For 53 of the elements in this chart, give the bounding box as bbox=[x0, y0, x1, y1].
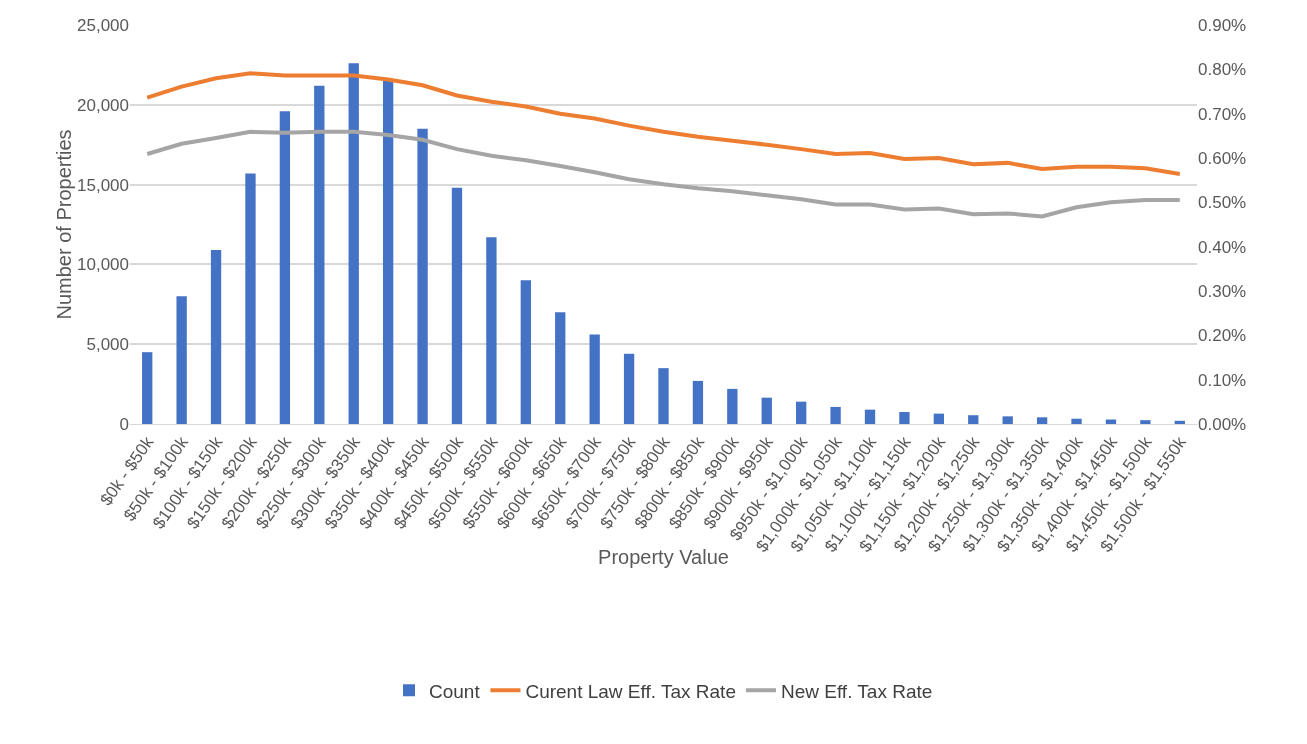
y-tick-label: 5,000 bbox=[86, 335, 129, 355]
bar bbox=[968, 415, 979, 424]
x-axis-title: Property Value bbox=[598, 545, 729, 568]
bar bbox=[382, 80, 394, 424]
bar bbox=[1174, 420, 1185, 424]
bar bbox=[279, 111, 291, 424]
bar bbox=[314, 85, 325, 424]
bar bbox=[692, 380, 704, 424]
y-axis-title: Number of Properties bbox=[53, 129, 75, 320]
bar bbox=[830, 406, 841, 424]
y2-tick-label: 0.80% bbox=[1198, 60, 1247, 80]
legend-label: Curent Law Eff. Tax Rate bbox=[525, 680, 736, 702]
bar bbox=[245, 173, 256, 424]
bar bbox=[1002, 416, 1013, 424]
y2-tick-label: 0.50% bbox=[1198, 193, 1247, 213]
bar bbox=[899, 412, 910, 424]
y2-tick-label: 0.00% bbox=[1198, 414, 1247, 434]
y2-tick-label: 0.20% bbox=[1198, 326, 1247, 346]
bar bbox=[520, 280, 531, 424]
bar bbox=[623, 353, 635, 424]
y2-tick-label: 0.90% bbox=[1198, 15, 1247, 35]
bar bbox=[933, 413, 945, 424]
bar bbox=[796, 401, 807, 424]
bar bbox=[1036, 417, 1048, 424]
bar bbox=[210, 250, 222, 424]
y2-tick-label: 0.10% bbox=[1198, 370, 1247, 390]
y-tick-label: 0 bbox=[119, 414, 129, 434]
y-tick-label: 25,000 bbox=[77, 15, 129, 35]
y2-tick-label: 0.60% bbox=[1198, 148, 1247, 168]
y-tick-label: 10,000 bbox=[77, 255, 129, 275]
bar bbox=[486, 237, 497, 424]
legend-label: Count bbox=[429, 680, 481, 702]
bar bbox=[589, 334, 600, 424]
bar bbox=[1071, 418, 1082, 424]
bar bbox=[176, 296, 187, 424]
bar bbox=[1140, 420, 1151, 424]
y2-tick-label: 0.30% bbox=[1198, 281, 1247, 301]
bar bbox=[451, 187, 463, 424]
bar bbox=[417, 128, 428, 424]
bar bbox=[761, 397, 772, 424]
bar bbox=[727, 388, 738, 424]
line-series bbox=[145, 129, 1182, 219]
bar bbox=[864, 409, 876, 424]
bar bbox=[658, 368, 669, 424]
y-tick-label: 20,000 bbox=[77, 95, 129, 115]
line-series bbox=[145, 71, 1182, 176]
bar bbox=[142, 352, 153, 424]
y-tick-label: 15,000 bbox=[77, 175, 129, 195]
bar bbox=[555, 312, 566, 424]
legend-label: New Eff. Tax Rate bbox=[780, 680, 933, 702]
y2-tick-label: 0.70% bbox=[1198, 104, 1247, 124]
bar bbox=[348, 63, 359, 424]
y2-tick-label: 0.40% bbox=[1198, 237, 1247, 257]
